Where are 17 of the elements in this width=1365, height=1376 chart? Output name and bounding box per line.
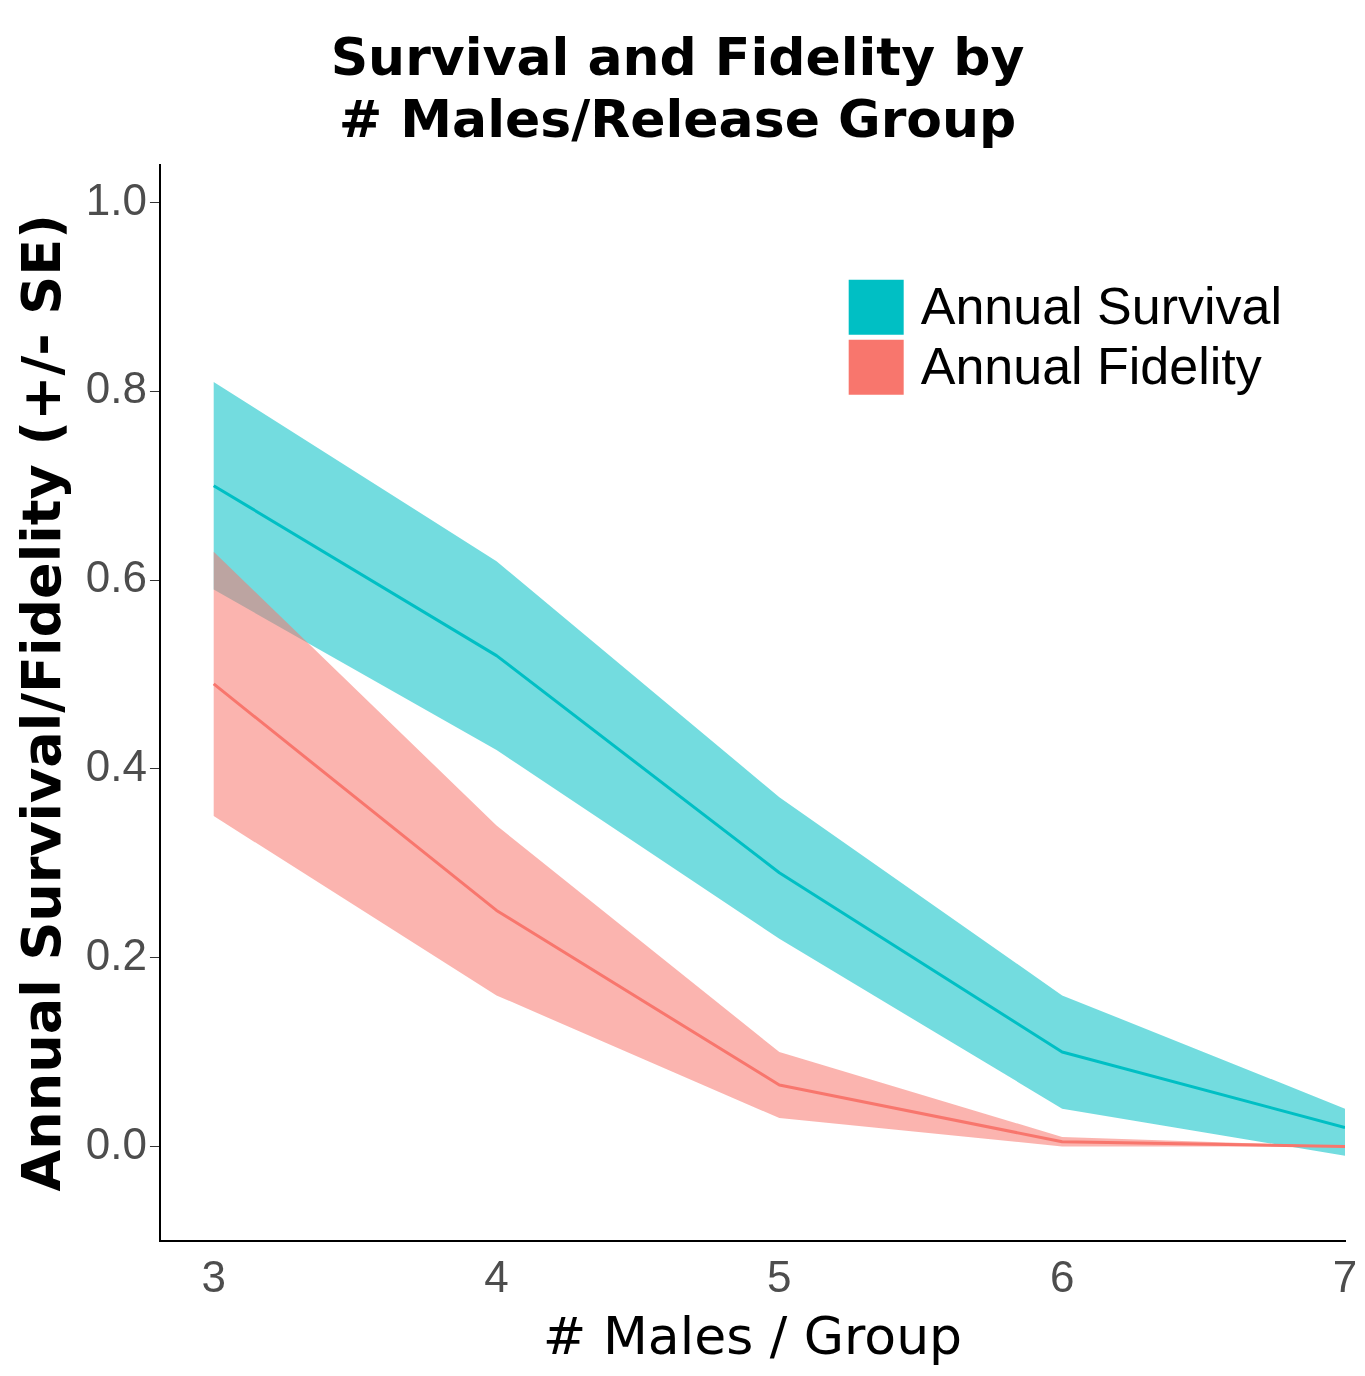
- y-axis-title: Annual Survival/Fidelity (+/- SE): [10, 214, 74, 1192]
- x-axis-title: # Males / Group: [542, 1306, 963, 1367]
- y-tick-label: 0.0: [85, 1118, 147, 1168]
- y-tick-label: 1.0: [85, 174, 147, 224]
- x-tick-label: 5: [767, 1252, 792, 1302]
- y-tick-label: 0.4: [85, 741, 147, 791]
- x-tick-label: 6: [1049, 1252, 1075, 1302]
- x-tick-label: 7: [1332, 1252, 1358, 1302]
- x-tick-label: 3: [201, 1252, 226, 1302]
- text: # Males/Release Group: [338, 89, 1017, 150]
- x-tick-label: 4: [484, 1252, 509, 1302]
- legend-label: Annual Fidelity: [920, 337, 1262, 396]
- legend-label: Annual Survival: [920, 277, 1282, 336]
- y-tick-label: 0.8: [85, 363, 147, 413]
- text: Survival and Fidelity by: [330, 26, 1025, 87]
- y-tick-label: 0.2: [85, 929, 147, 979]
- y-tick-label: 0.6: [85, 552, 147, 602]
